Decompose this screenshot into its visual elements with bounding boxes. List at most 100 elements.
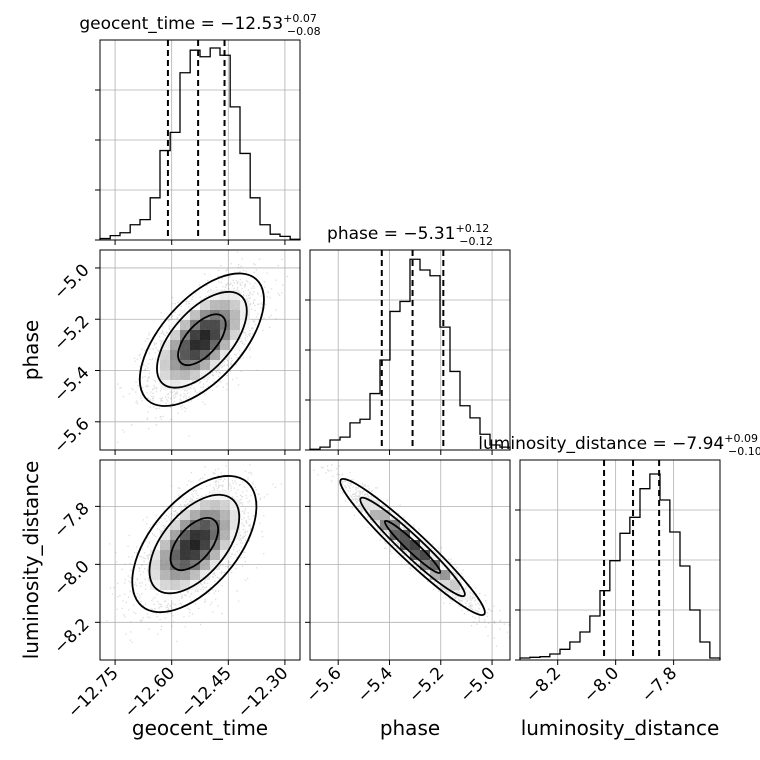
density-cell: [170, 570, 180, 580]
density-cell: [410, 550, 420, 560]
contour-line: [383, 519, 442, 574]
density-cell: [230, 290, 240, 300]
density-cell: [220, 530, 230, 540]
density-cell: [160, 590, 170, 600]
density-cell: [150, 360, 160, 370]
density-cell: [220, 520, 230, 530]
density-cell: [210, 500, 220, 510]
histogram-luminosity_distance: [519, 473, 721, 660]
title-minus: −0.10: [728, 445, 760, 458]
density-cell: [210, 340, 220, 350]
density-cell: [200, 520, 210, 530]
y-axis-label: luminosity_distance: [19, 461, 43, 660]
density-cell: [170, 520, 180, 530]
density-cell: [170, 340, 180, 350]
density-cell: [200, 500, 210, 510]
density-cell: [200, 360, 210, 370]
density-cell: [170, 330, 180, 340]
x-tick-label: −5.4: [354, 663, 397, 706]
density-cell: [370, 510, 380, 520]
density-cell: [380, 520, 390, 530]
x-axis-label: phase: [380, 716, 440, 740]
density-cell: [150, 560, 160, 570]
density-cell: [200, 300, 210, 310]
marginal-title: geocent_time = −12.53+0.07 −0.08: [79, 12, 320, 38]
density-cell: [380, 510, 390, 520]
tick-layer: [95, 89, 675, 665]
density-cell: [190, 510, 200, 520]
density-cell: [160, 560, 170, 570]
density-cell: [180, 550, 190, 560]
density-cell: [230, 310, 240, 320]
density-cell: [180, 380, 190, 390]
density-cell: [180, 520, 190, 530]
density-cell: [200, 530, 210, 540]
density-cell: [210, 320, 220, 330]
density-cell: [190, 340, 200, 350]
contour-line: [359, 496, 466, 598]
density-cell: [200, 570, 210, 580]
density-cell: [170, 370, 180, 380]
density-cell: [200, 330, 210, 340]
title-prefix: geocent_time =: [79, 14, 220, 34]
density-cell: [210, 540, 220, 550]
x-axis-label: luminosity_distance: [521, 716, 720, 740]
density-cell: [180, 320, 190, 330]
density-cell: [190, 330, 200, 340]
x-tick-label: −5.2: [405, 663, 448, 706]
contour-line: [169, 517, 220, 572]
density-cell: [360, 500, 370, 510]
density-cell: [160, 540, 170, 550]
density-cell: [220, 330, 230, 340]
density-cell: [150, 570, 160, 580]
density-cell: [240, 310, 250, 320]
density-cell: [220, 340, 230, 350]
panel-frame: [99, 249, 301, 451]
x-tick-label: −8.2: [522, 663, 565, 706]
density-cell: [170, 350, 180, 360]
x-tick-label: −12.45: [177, 663, 236, 722]
density-cell: [200, 540, 210, 550]
density-cell: [210, 360, 220, 370]
density-cell: [190, 360, 200, 370]
density-cell: [170, 560, 180, 570]
density-cell: [210, 550, 220, 560]
density-cell: [170, 530, 180, 540]
histogram-phase: [309, 258, 511, 450]
contour-layer: [131, 272, 486, 616]
density-cell: [170, 380, 180, 390]
density-cell: [230, 510, 240, 520]
density-cell: [230, 300, 240, 310]
density-cell: [180, 560, 190, 570]
density-cell: [180, 540, 190, 550]
contour-line: [177, 313, 227, 367]
title-minus: −0.12: [459, 235, 493, 248]
x-tick-label: −5.6: [302, 663, 345, 706]
density-cell: [150, 540, 160, 550]
density-cell: [190, 310, 200, 320]
density-cell: [230, 330, 240, 340]
density-cell: [200, 310, 210, 320]
density-cell: [170, 550, 180, 560]
density-cell: [190, 570, 200, 580]
density-cell: [200, 510, 210, 520]
density-cell: [160, 370, 170, 380]
y-tick-label: −8.0: [50, 557, 93, 600]
title-minus: −0.08: [287, 25, 321, 38]
density-cell: [420, 550, 430, 560]
contour-line: [156, 290, 248, 389]
density-cell: [400, 530, 410, 540]
density-cell: [190, 520, 200, 530]
density-cell: [160, 530, 170, 540]
density-cell: [230, 500, 240, 510]
histogram-layer: [99, 40, 721, 660]
density-cell: [180, 570, 190, 580]
density-cell: [200, 550, 210, 560]
density-cell: [210, 560, 220, 570]
density-cell: [210, 350, 220, 360]
title-median: −5.31: [403, 224, 455, 244]
title-median: −12.53: [220, 14, 283, 34]
title-plus: +0.07: [283, 12, 317, 25]
density-cell: [200, 340, 210, 350]
